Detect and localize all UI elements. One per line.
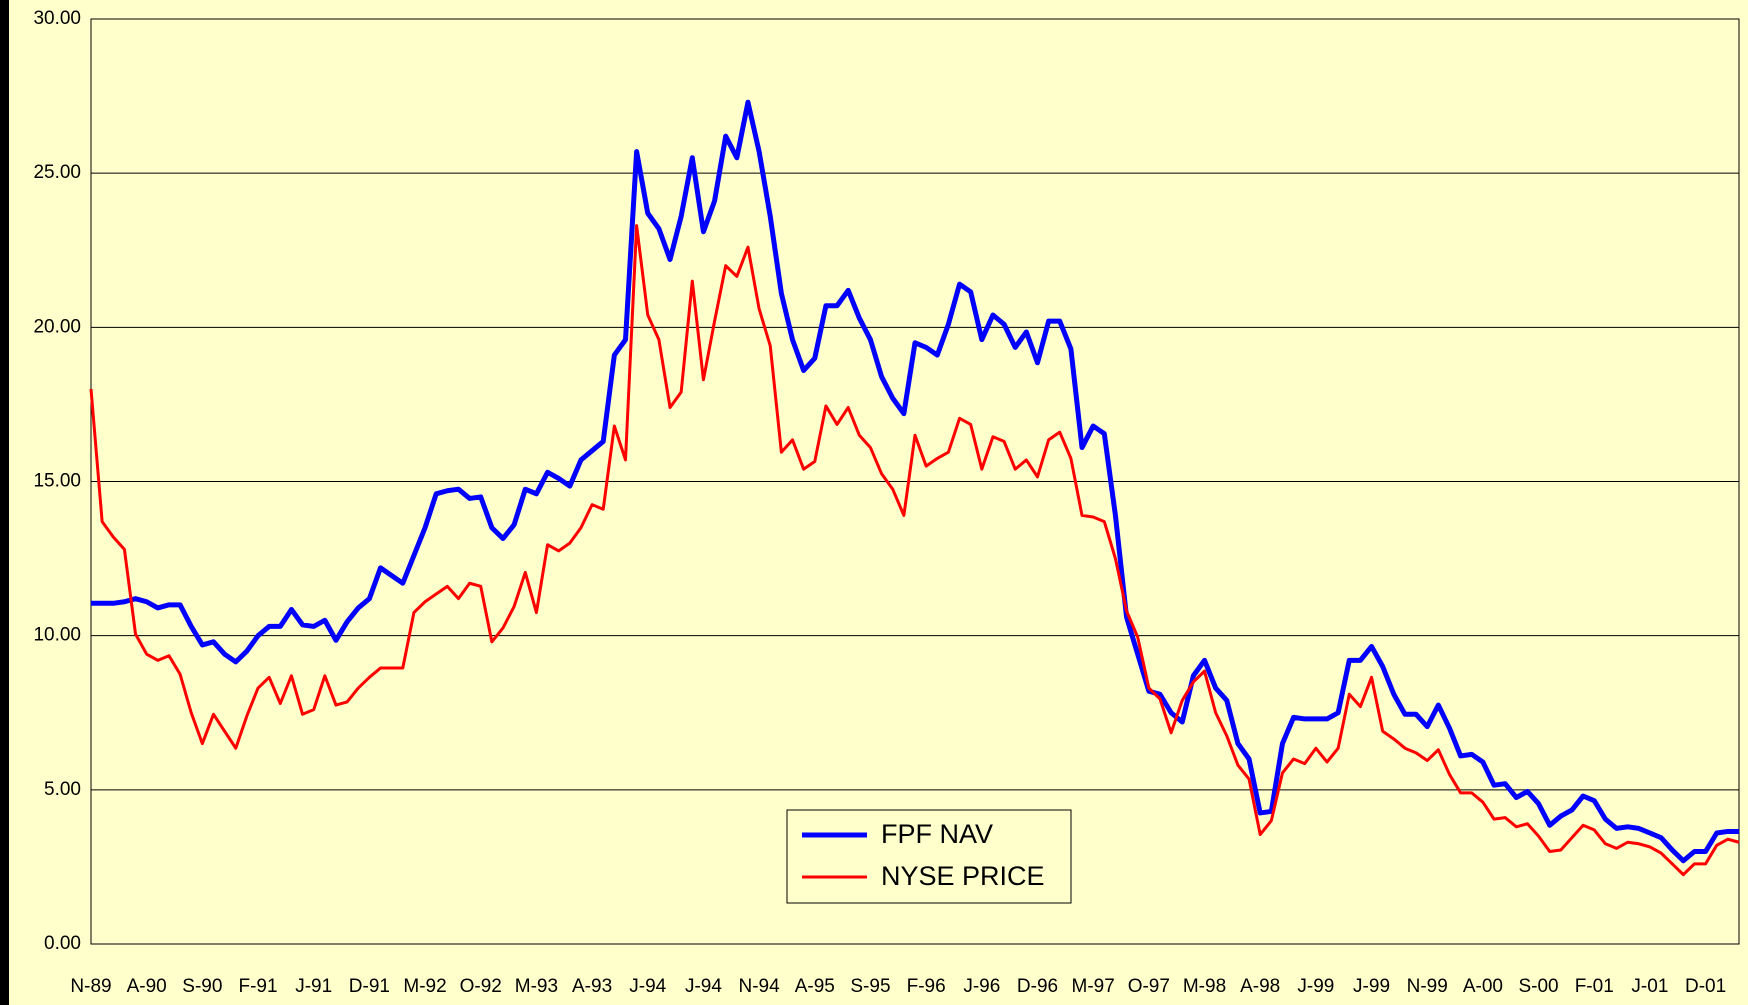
y-tick-label: 10.00 <box>33 625 81 646</box>
x-tick-label: A-98 <box>1240 976 1280 997</box>
x-tick-label: F-01 <box>1575 976 1614 997</box>
y-tick-label: 30.00 <box>33 8 81 29</box>
x-tick-label: N-89 <box>70 976 111 997</box>
x-tick-label: A-00 <box>1463 976 1503 997</box>
x-tick-label: J-96 <box>963 976 1000 997</box>
legend: FPF NAV NYSE PRICE <box>786 809 1072 904</box>
x-tick-label: A-93 <box>572 976 612 997</box>
x-tick-label: J-91 <box>295 976 332 997</box>
x-tick-label: A-90 <box>127 976 167 997</box>
x-tick-label: D-01 <box>1685 976 1726 997</box>
x-tick-label: J-94 <box>685 976 722 997</box>
x-tick-label: M-92 <box>403 976 446 997</box>
x-tick-label: F-91 <box>238 976 277 997</box>
series-line <box>91 99 1739 864</box>
y-tick-label: 15.00 <box>33 471 81 492</box>
x-tick-label: J-94 <box>629 976 666 997</box>
left-border <box>0 0 9 1005</box>
y-tick-label: 25.00 <box>33 162 81 183</box>
x-tick-label: N-99 <box>1407 976 1448 997</box>
x-tick-label: D-91 <box>349 976 390 997</box>
y-tick-label: 5.00 <box>44 779 81 800</box>
legend-box <box>786 809 1072 904</box>
x-tick-label: J-01 <box>1631 976 1668 997</box>
legend-label: NYSE PRICE <box>881 861 1045 891</box>
x-tick-label: F-96 <box>907 976 946 997</box>
y-tick-label: 20.00 <box>33 316 81 337</box>
x-tick-label: D-96 <box>1017 976 1058 997</box>
x-tick-label: M-93 <box>515 976 558 997</box>
x-tick-label: O-92 <box>460 976 502 997</box>
x-tick-label: S-00 <box>1518 976 1558 997</box>
x-tick-label: O-97 <box>1128 976 1170 997</box>
series-line <box>89 224 1740 877</box>
legend-label: FPF NAV <box>881 819 993 849</box>
x-tick-label: N-94 <box>739 976 781 997</box>
y-tick-label: 0.00 <box>44 933 81 954</box>
x-tick-label: M-98 <box>1183 976 1226 997</box>
x-tick-label: S-95 <box>850 976 890 997</box>
x-tick-label: J-99 <box>1297 976 1334 997</box>
x-tick-label: M-97 <box>1072 976 1115 997</box>
x-tick-label: S-90 <box>182 976 222 997</box>
x-tick-label: A-95 <box>795 976 835 997</box>
x-tick-label: J-99 <box>1353 976 1390 997</box>
